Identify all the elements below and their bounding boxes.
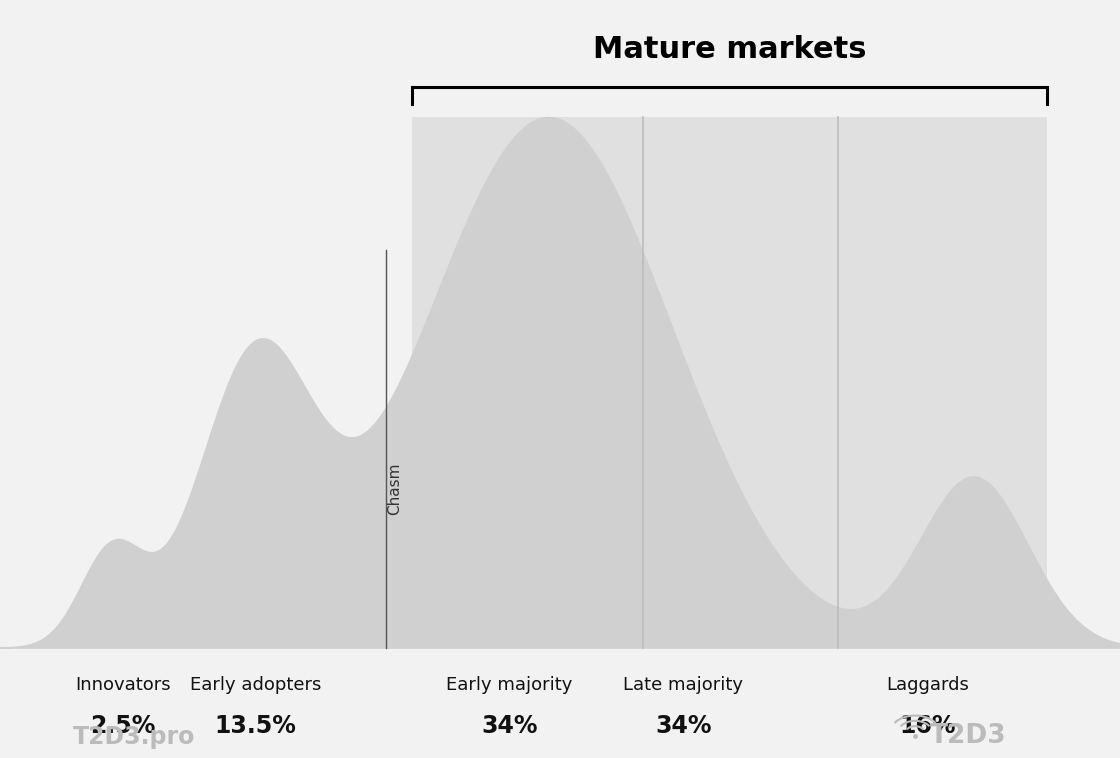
Text: 16%: 16%	[899, 714, 955, 738]
Text: Chasm: Chasm	[386, 462, 402, 515]
Text: Innovators: Innovators	[75, 676, 171, 694]
Text: Mature markets: Mature markets	[592, 36, 867, 64]
Text: 13.5%: 13.5%	[214, 714, 297, 738]
Text: 2.5%: 2.5%	[91, 714, 156, 738]
Text: Early adopters: Early adopters	[189, 676, 321, 694]
Text: 34%: 34%	[655, 714, 711, 738]
Text: Early majority: Early majority	[447, 676, 572, 694]
Text: Laggards: Laggards	[886, 676, 969, 694]
Text: 34%: 34%	[482, 714, 538, 738]
Text: T2D3: T2D3	[930, 723, 1006, 749]
Text: T2D3.pro: T2D3.pro	[73, 725, 195, 749]
Bar	[412, 117, 1047, 648]
Text: Late majority: Late majority	[623, 676, 744, 694]
